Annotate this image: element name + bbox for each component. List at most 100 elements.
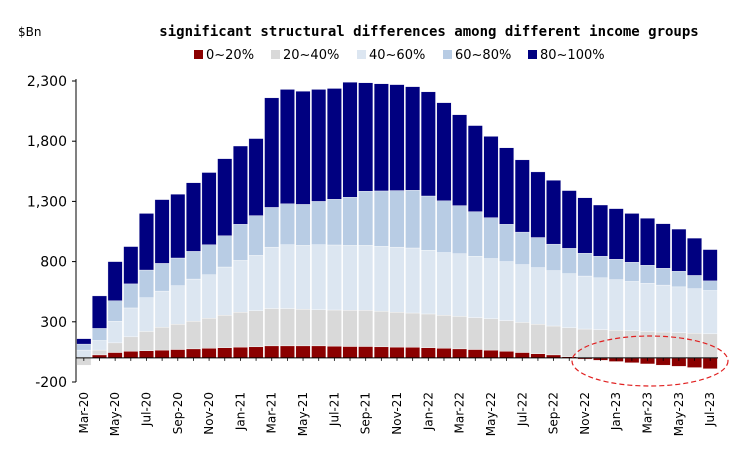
x-tick-label: Nov-20: [202, 392, 216, 435]
bar-segment-4: [593, 256, 608, 279]
bar-segment-3: [608, 279, 624, 331]
bar-segment-2: [452, 316, 468, 350]
bar-segment-4: [467, 211, 483, 257]
bar-segment-5: [170, 194, 186, 259]
bar-segment-2: [577, 328, 593, 359]
bar-segment-1: [389, 346, 405, 359]
bar-segment-5: [624, 213, 640, 263]
bar-segment-3: [342, 245, 358, 311]
legend-label: 80~100%: [540, 48, 605, 63]
bar-segment-4: [483, 217, 499, 259]
bar-segment-3: [420, 249, 436, 315]
bar-segment-3: [358, 245, 374, 311]
chart-title: significant structural differences among…: [159, 24, 698, 40]
bar-segment-2: [671, 332, 687, 359]
bar-segment-5: [107, 261, 123, 301]
bar-segment-4: [530, 237, 546, 268]
bar-segment-4: [452, 205, 468, 254]
x-tick-label: Jul-20: [140, 392, 154, 427]
bar-segment-5: [687, 237, 702, 276]
bar-segment-5: [248, 138, 264, 216]
bar-segment-3: [217, 266, 233, 316]
bar-segment-1: [420, 347, 436, 359]
bar-segment-4: [358, 190, 374, 246]
bar-segment-4: [139, 269, 154, 298]
bar-segment-4: [514, 231, 530, 265]
bar-segment-2: [295, 308, 311, 347]
y-axis: -200 300 800 1,300 1,800 2,300: [27, 74, 77, 391]
bar-segment-5: [233, 145, 248, 225]
highlight-ellipse: [571, 335, 729, 387]
bar-segment-5: [123, 246, 139, 285]
bar-segment-4: [264, 207, 280, 248]
bar-segment-5: [514, 159, 530, 233]
bar-segment-3: [311, 244, 327, 310]
bar-segment-4: [577, 252, 593, 277]
bar-segment-4: [280, 203, 295, 245]
bar-segment-2: [186, 321, 201, 350]
x-tick-label: Mar-23: [641, 392, 655, 433]
bar-segment-2: [624, 330, 640, 359]
bar-segment-3: [452, 253, 468, 317]
bar-segment-2: [687, 333, 702, 359]
x-tick-label: Nov-22: [578, 392, 592, 435]
bar-segment-2: [311, 309, 327, 347]
bar-segment-3: [154, 290, 170, 328]
bar-segment-2: [467, 317, 483, 350]
bar-segment-4: [76, 343, 92, 351]
bar-segment-2: [280, 308, 295, 347]
x-tick-label: Sep-22: [547, 392, 561, 434]
bar-segment-4: [702, 280, 718, 291]
bar-segment-1: [139, 350, 154, 359]
bar-segment-4: [342, 197, 358, 246]
bar-segment-4: [671, 271, 687, 288]
bar-segment-5: [608, 208, 624, 260]
legend-swatch: [271, 50, 280, 59]
bar-segment-5: [139, 213, 154, 271]
bar-segment-2: [233, 311, 248, 348]
bar-segment-3: [561, 273, 577, 328]
bar-segment-4: [624, 262, 640, 282]
bar-segment-1: [264, 345, 280, 359]
bar-segment-2: [420, 313, 436, 348]
x-tick-label: Jul-23: [703, 392, 717, 427]
bar-segment-5: [217, 158, 233, 236]
bar-segment-5: [264, 97, 280, 208]
bar-segment-4: [123, 283, 139, 309]
bar-segment-2: [514, 322, 530, 353]
bar-segment-2: [326, 309, 342, 347]
bar-segment-5: [577, 197, 593, 254]
bar-segment-2: [92, 349, 107, 356]
bar-segment-3: [92, 340, 107, 351]
bar-segment-2: [608, 330, 624, 359]
bar-segment-2: [358, 310, 374, 347]
bar-segment-3: [123, 307, 139, 338]
bar-segment-3: [514, 264, 530, 323]
bar-segment-5: [452, 114, 468, 206]
bar-segment-2: [405, 312, 421, 348]
bar-segment-1: [280, 345, 295, 359]
bar-segment-1: [405, 347, 421, 359]
bar-segment-4: [405, 190, 421, 249]
bar-segment-4: [201, 244, 217, 276]
legend-label: 20~40%: [283, 48, 339, 63]
bar-segment-2: [530, 324, 546, 354]
bar-segment-5: [499, 147, 514, 225]
bar-segment-3: [107, 321, 123, 344]
bar-segment-3: [499, 261, 514, 321]
x-tick-label: May-20: [108, 392, 122, 436]
bar-segment-2: [702, 333, 718, 359]
bar-segment-2: [107, 342, 123, 353]
bar-segment-3: [671, 286, 687, 333]
bar-segment-2: [593, 329, 608, 359]
x-tick-label: Jan-21: [233, 392, 247, 431]
y-unit-label: $Bn: [18, 25, 41, 39]
bar-segment-4: [655, 268, 671, 286]
bar-segment-4: [608, 259, 624, 280]
bar-segment-2: [201, 318, 217, 349]
bar-segment-1: [123, 351, 139, 359]
bar-segment-5: [311, 89, 327, 202]
bar-segment-2: [373, 311, 389, 348]
bar-segment-5: [186, 182, 201, 252]
